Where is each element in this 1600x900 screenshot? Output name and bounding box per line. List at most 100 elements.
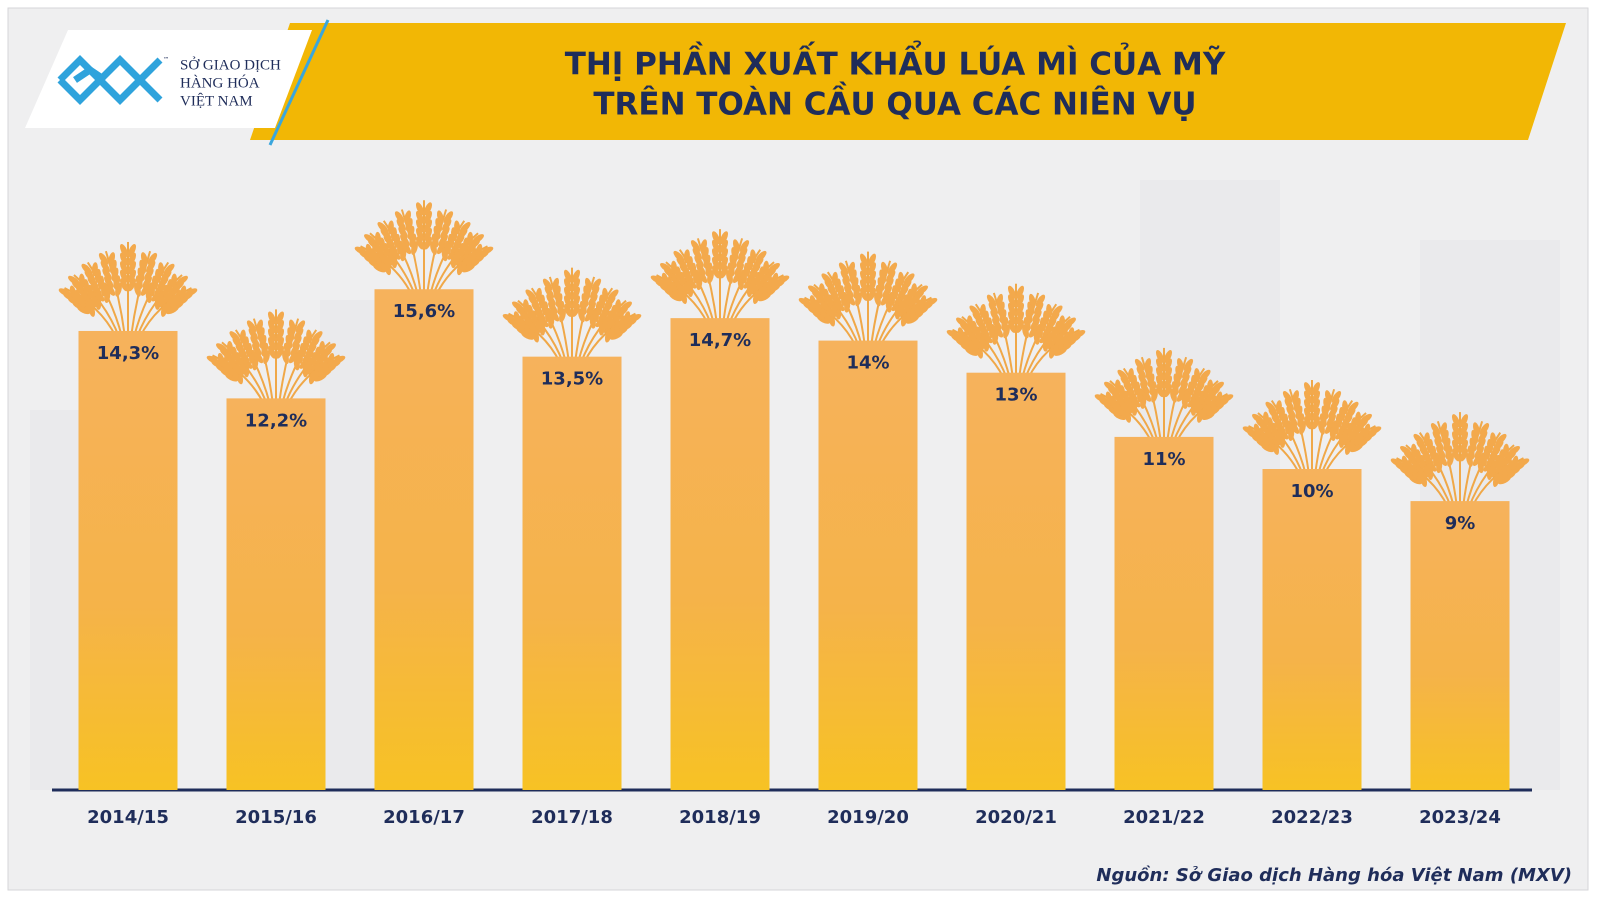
wheat-grain xyxy=(993,325,1004,338)
wheat-grain xyxy=(670,260,678,275)
wheat-grain xyxy=(586,301,596,314)
wheat-grain xyxy=(979,303,986,318)
wheat-grain xyxy=(919,295,927,309)
wheat-grain xyxy=(719,256,729,270)
wheat-grain xyxy=(588,294,598,307)
wheat-grain xyxy=(275,328,285,342)
wheat-grain xyxy=(292,335,302,348)
wheat-grain xyxy=(1430,423,1441,436)
wheat-grain xyxy=(711,231,721,245)
wheat-decoration xyxy=(502,267,642,364)
wheat-grain xyxy=(696,263,706,276)
wheat-grain xyxy=(108,252,116,266)
wheat-grain xyxy=(365,243,373,258)
wheat-grain xyxy=(1140,382,1150,395)
wheat-grain xyxy=(697,270,708,283)
wheat-grain xyxy=(544,286,554,299)
wheat-grain xyxy=(119,278,129,292)
x-tick-label: 2015/16 xyxy=(235,807,317,828)
wheat-grain xyxy=(845,293,856,306)
bar xyxy=(374,289,474,790)
wheat-grain xyxy=(1034,302,1044,315)
value-label: 13% xyxy=(994,385,1037,406)
wheat-grain xyxy=(1303,382,1313,396)
wheat-grain xyxy=(1163,367,1173,381)
wheat-grain xyxy=(821,273,833,285)
wheat-grain xyxy=(525,289,537,301)
wheat-grain xyxy=(808,285,820,295)
wheat-grain xyxy=(809,295,817,309)
wheat-grain xyxy=(1215,391,1223,406)
wheat-grain xyxy=(882,285,892,298)
wheat-grain xyxy=(179,285,187,300)
wheat-grain xyxy=(1220,394,1234,403)
wheat-grain xyxy=(549,309,560,322)
wheat-grain xyxy=(104,276,114,289)
wheat-grain xyxy=(400,234,410,247)
wheat-grain xyxy=(163,263,175,275)
wheat-grain xyxy=(127,278,137,292)
value-label: 10% xyxy=(1290,481,1333,502)
wheat-grain xyxy=(1030,317,1040,330)
value-label: 14,7% xyxy=(689,330,751,351)
wheat-grain xyxy=(768,262,780,273)
wheat-grain xyxy=(1451,439,1461,453)
bar xyxy=(1410,501,1510,790)
wheat-grain xyxy=(1331,390,1342,403)
wheat-grain xyxy=(217,352,225,367)
wheat-grain xyxy=(1292,390,1300,404)
wheat-grain xyxy=(1451,431,1461,445)
wheat-grain xyxy=(1032,310,1042,323)
wheat-grain xyxy=(1105,391,1113,406)
wheat-grain xyxy=(1163,375,1173,389)
bar xyxy=(818,340,918,790)
wheat-grain xyxy=(1007,285,1017,299)
wheat-grain xyxy=(1253,423,1261,438)
wheat-grain xyxy=(1286,406,1296,419)
bar xyxy=(522,356,622,790)
wheat-grain xyxy=(732,270,743,283)
wheat-grain xyxy=(522,299,530,314)
wheat-grain xyxy=(394,211,405,224)
wheat-grain xyxy=(956,317,968,328)
bar xyxy=(1114,436,1214,790)
wheat-grain xyxy=(438,234,448,247)
logo-text: HÀNG HÓA xyxy=(180,74,260,91)
wheat-grain xyxy=(552,277,560,292)
wheat-grain xyxy=(988,302,998,315)
wheat-grain xyxy=(443,211,454,224)
value-label: 14% xyxy=(846,353,889,374)
wheat-grain xyxy=(992,317,1002,330)
wheat-grain xyxy=(267,311,277,325)
wheat-grain xyxy=(990,310,1000,323)
wheat-grain xyxy=(1495,433,1507,445)
wheat-grain xyxy=(591,278,602,291)
wheat-grain xyxy=(683,249,690,264)
wheat-grain xyxy=(147,252,158,265)
wheat-grain xyxy=(867,287,877,301)
wheat-grain xyxy=(711,239,721,253)
wheat-grain xyxy=(387,220,394,235)
wheat-grain xyxy=(404,210,412,225)
wheat-grain xyxy=(1180,374,1190,387)
wheat-grain xyxy=(119,252,129,266)
wheat-grain xyxy=(916,285,928,295)
x-tick-label: 2016/17 xyxy=(383,807,465,828)
wheat-grain xyxy=(423,202,433,216)
wheat-grain xyxy=(859,253,869,267)
wheat-grain xyxy=(176,275,188,286)
wheat-grain xyxy=(1459,439,1469,453)
wheat-grain xyxy=(127,244,137,257)
wheat-decoration xyxy=(354,200,494,296)
wheat-grain xyxy=(332,355,346,364)
wheat-decoration xyxy=(1390,412,1530,508)
wheat-grain xyxy=(78,273,86,288)
wheat-grain xyxy=(1311,399,1321,413)
wheat-grain xyxy=(423,210,433,224)
wheat-grain xyxy=(734,263,744,276)
wheat-grain xyxy=(1516,458,1530,467)
wheat-grain xyxy=(1284,398,1294,411)
wheat-grain xyxy=(1436,446,1446,459)
wheat-grain xyxy=(1252,413,1264,424)
wheat-grain xyxy=(1324,390,1332,404)
